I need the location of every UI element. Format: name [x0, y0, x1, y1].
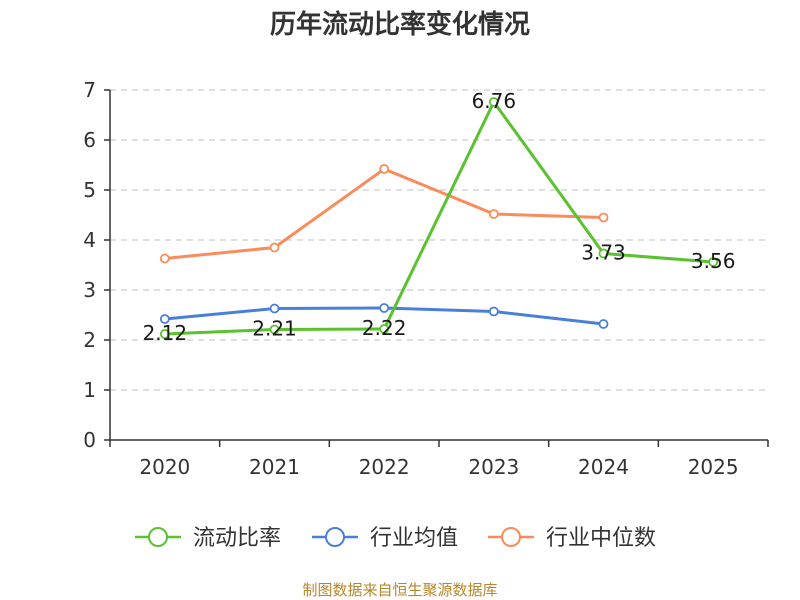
- legend-label: 行业中位数: [546, 526, 656, 551]
- y-tick-label: 0: [83, 428, 96, 452]
- source-note: 制图数据来自恒生聚源数据库: [302, 581, 497, 599]
- data-labels: 2.12 2.21 2.22 6.76 3.73 3.56: [143, 89, 736, 345]
- legend-marker: [501, 527, 521, 547]
- legend-item-1[interactable]: 行业均值: [312, 526, 458, 551]
- x-tick-label: 2022: [359, 455, 410, 479]
- series-line-0: [163, 100, 715, 336]
- x-tick-label: 2021: [249, 455, 300, 479]
- legend-label: 流动比率: [193, 526, 281, 551]
- legend[interactable]: 流动比率 行业均值 行业中位数: [135, 526, 656, 551]
- legend-marker: [325, 527, 345, 547]
- data-point: [488, 209, 499, 219]
- axes: 0 1 2 3 4 5 6 7 2020 2021 2022 2023 2024 2025: [83, 78, 769, 479]
- series-line-2: [163, 167, 605, 260]
- data-point: [598, 248, 609, 259]
- y-tick-label: 4: [83, 228, 96, 252]
- y-tick-label: 3: [83, 278, 96, 302]
- x-tick-label: 2020: [139, 455, 190, 479]
- legend-item-0[interactable]: 流动比率: [135, 526, 281, 551]
- data-point: [708, 257, 719, 267]
- x-tick-label: 2025: [688, 455, 739, 479]
- legend-label: 行业均值: [370, 526, 458, 551]
- data-point: [488, 97, 499, 107]
- data-point: [159, 314, 170, 324]
- data-point: [159, 329, 170, 339]
- data-label: 2.22: [362, 316, 407, 340]
- series-group: [159, 97, 719, 339]
- data-label: 2.12: [143, 321, 188, 345]
- data-point: [269, 303, 280, 314]
- data-point: [269, 242, 280, 253]
- y-tick-label: 1: [83, 378, 96, 402]
- legend-item-2[interactable]: 行业中位数: [488, 526, 656, 551]
- data-point: [379, 164, 390, 174]
- y-tick-label: 5: [83, 178, 96, 202]
- x-tick-label: 2024: [578, 455, 629, 479]
- data-point: [379, 324, 390, 334]
- data-point: [598, 319, 609, 329]
- data-point: [488, 306, 499, 317]
- grid-lines: [110, 89, 768, 391]
- data-label: 3.73: [581, 241, 626, 265]
- data-point: [379, 303, 390, 313]
- y-tick-label: 7: [83, 78, 96, 102]
- data-point: [269, 324, 280, 335]
- y-tick-label: 2: [83, 328, 96, 352]
- x-tick-label: 2023: [468, 455, 519, 479]
- data-label: 2.21: [252, 317, 297, 341]
- chart-title: 历年流动比率变化情况: [270, 9, 530, 40]
- data-label: 6.76: [472, 89, 517, 113]
- data-point: [598, 212, 609, 223]
- y-tick-label: 6: [83, 128, 96, 152]
- data-label: 3.56: [691, 249, 736, 273]
- legend-marker: [148, 527, 168, 547]
- data-point: [159, 253, 170, 264]
